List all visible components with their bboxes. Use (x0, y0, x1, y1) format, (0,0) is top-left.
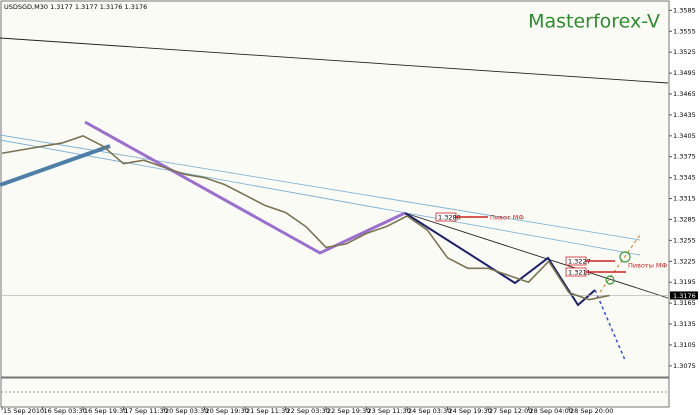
x-tick-label: 20 Sep 03:30 (165, 407, 208, 415)
x-tick-label: 16 Sep 03:30 (44, 407, 87, 415)
y-tick-label: 1.3105 (673, 341, 696, 349)
pivot-label: Пивоты МФ (628, 262, 668, 270)
x-tick-label: 22 Sep 03:30 (287, 407, 330, 415)
x-tick-label: 15 Sep 2010 (3, 407, 44, 415)
pivot-label: Пивот МФ (490, 214, 524, 222)
y-tick-label: 1.3315 (673, 195, 696, 203)
y-tick-label: 1.3075 (673, 362, 696, 370)
watermark: Masterforex-V (528, 11, 660, 33)
price-line (1, 134, 610, 301)
current-price-label: 1.3176 (673, 292, 696, 300)
x-tick-label: 23 Sep 11:30 (368, 407, 411, 415)
y-tick-label: 1.3165 (673, 299, 696, 307)
x-tick-label: 17 Sep 11:30 (125, 407, 168, 415)
plot-area (0, 0, 670, 378)
y-tick-label: 1.3285 (673, 215, 696, 223)
projection-line (594, 289, 626, 361)
y-tick-label: 1.3495 (673, 69, 696, 77)
pivot-price: 1.3288 (438, 214, 461, 222)
y-tick-label: 1.3435 (673, 111, 696, 119)
target-circle (605, 275, 615, 285)
y-tick-label: 1.3405 (673, 132, 696, 140)
zigzag-line (84, 120, 406, 255)
x-tick-label: 28 Sep 20:00 (570, 407, 613, 415)
zigzag-line (0, 144, 111, 187)
y-tick-label: 1.3255 (673, 236, 696, 244)
chart-title: USDSGD,M30 1.3177 1.3177 1.3176 1.3176 (4, 3, 147, 11)
x-tick-label: 20 Sep 19:30 (206, 407, 249, 415)
y-tick-label: 1.3195 (673, 278, 696, 286)
zigzag-line (404, 212, 596, 307)
x-tick-label: 22 Sep 19:30 (327, 407, 370, 415)
y-tick-label: 1.3375 (673, 153, 696, 161)
x-tick-label: 24 Sep 03:30 (408, 407, 451, 415)
y-tick-label: 1.3525 (673, 48, 696, 56)
y-tick-label: 1.3135 (673, 320, 696, 328)
x-tick-label: 21 Sep 11:30 (246, 407, 289, 415)
channel-line (0, 139, 641, 256)
y-tick-label: 1.3555 (673, 27, 696, 35)
pivot-price: 1.3211 (568, 269, 591, 277)
y-tick-label: 1.3345 (673, 174, 696, 182)
x-tick-label: 16 Sep 19:30 (84, 407, 127, 415)
current-price-box (670, 291, 698, 300)
y-tick-label: 1.3465 (673, 90, 696, 98)
y-tick-label: 1.3585 (673, 6, 696, 14)
pivot-price: 1.3227 (568, 258, 591, 266)
x-tick-label: 28 Sep 04:00 (530, 407, 573, 415)
channel-line (0, 134, 641, 241)
y-tick-label: 1.3225 (673, 257, 696, 265)
target-circle (619, 251, 631, 263)
x-tick-label: 27 Sep 12:00 (489, 407, 532, 415)
x-tick-label: 24 Sep 19:30 (449, 407, 492, 415)
trend-line (0, 37, 669, 84)
trend-line (404, 212, 669, 299)
